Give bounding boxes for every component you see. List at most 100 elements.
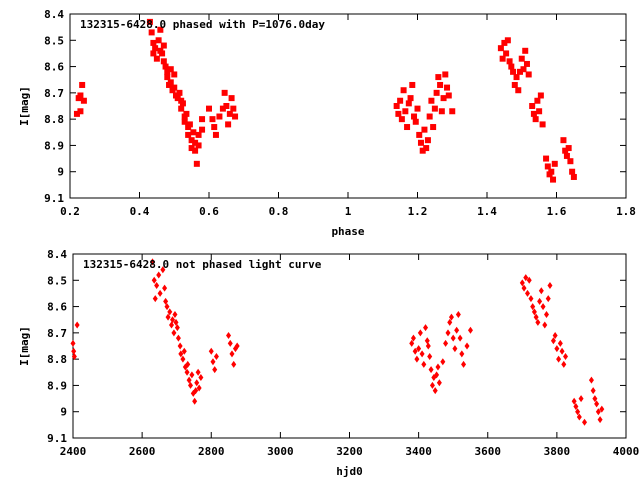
data-point [440,358,446,366]
data-point [522,47,529,54]
data-point [407,95,414,102]
data-point [165,313,171,321]
data-point [164,303,170,311]
data-point [501,39,508,46]
data-point [409,81,416,88]
data-point [167,308,173,316]
x-tick-label: 1 [345,205,352,218]
data-point [563,152,570,159]
y-tick-label: 8.5 [47,274,67,287]
data-point [192,139,199,146]
data-point [206,105,212,112]
data-point [402,108,409,115]
data-point [186,121,193,128]
data-point [219,105,226,112]
data-point [424,337,430,345]
x-tick-label: 1.8 [616,205,636,218]
data-point [533,313,539,321]
data-point [440,95,447,102]
data-point [404,124,411,131]
y-tick-label: 8.7 [47,327,67,340]
data-point [457,334,463,342]
data-point [561,360,567,368]
data-point [537,92,544,99]
data-point [573,402,579,410]
data-point [447,318,453,326]
data-point [540,303,546,311]
data-point [185,131,192,138]
plot-frame [72,253,627,439]
data-point [160,42,167,49]
data-point [432,387,438,395]
data-point [435,74,442,81]
data-point [71,353,77,361]
x-axis-ticks: 0.2 0.4 0.6 0.8 1 1.2 1.4 1.6 1.8 [60,14,636,218]
data-point [424,137,431,144]
data-point [153,55,160,62]
data-point [181,118,188,125]
data-point [150,39,157,46]
data-point [426,113,433,120]
data-point [551,160,558,167]
data-point [400,87,407,94]
data-point [542,321,548,329]
data-point [198,374,204,382]
data-point [409,339,415,347]
data-point [442,71,449,78]
data-point [157,26,164,33]
data-point [155,37,162,44]
data-point [172,310,178,318]
data-point [520,66,527,73]
x-axis-ticks: 2400 2600 2800 3000 3200 3400 3600 3800 4000 [60,254,639,458]
data-point [538,287,544,295]
phased-plot: 8.4 8.5 8.6 8.7 8.8 8.9 9 9.1 0.2 0.4 0.6 0.8 1 1.2 1… [18,8,636,238]
data-point [534,97,541,104]
chart-title: 132315-6428.0 phased with P=1076.0day [80,18,325,31]
x-axis-label: phase [331,225,364,238]
data-point [548,168,555,175]
data-point [164,68,171,75]
y-axis-label: I[mag] [18,326,31,366]
data-point [183,110,190,117]
data-point [550,176,557,183]
data-point [416,131,423,138]
data-point [550,337,556,345]
x-tick-label: 2800 [198,445,225,458]
data-point [419,147,426,154]
data-point [539,121,546,128]
data-point [157,289,163,297]
data-point [156,271,162,279]
data-point [524,289,530,297]
data-point [199,126,206,133]
data-point [212,131,219,138]
data-point [571,397,577,405]
data-point [570,173,577,180]
data-point [208,347,214,355]
data-point [467,326,473,334]
data-point [523,274,529,282]
data-point [443,339,449,347]
data-point [565,145,572,152]
data-point [449,108,456,115]
data-point [170,316,176,324]
data-point [209,116,216,123]
x-tick-label: 3400 [405,445,432,458]
data-point [150,50,157,57]
data-point [411,113,418,120]
y-tick-label: 9.1 [47,432,67,445]
data-point [510,68,517,75]
data-point [79,81,86,88]
data-point [504,37,511,44]
y-tick-label: 8.6 [47,301,67,314]
data-point [518,55,525,62]
data-point [414,355,420,363]
data-point [506,58,513,65]
data-point [178,105,185,112]
data-point [171,71,178,78]
data-point [423,145,430,152]
data-point [77,92,84,99]
data-point [412,347,418,355]
data-point [436,379,442,387]
data-point [545,295,551,303]
data-point [180,355,186,363]
